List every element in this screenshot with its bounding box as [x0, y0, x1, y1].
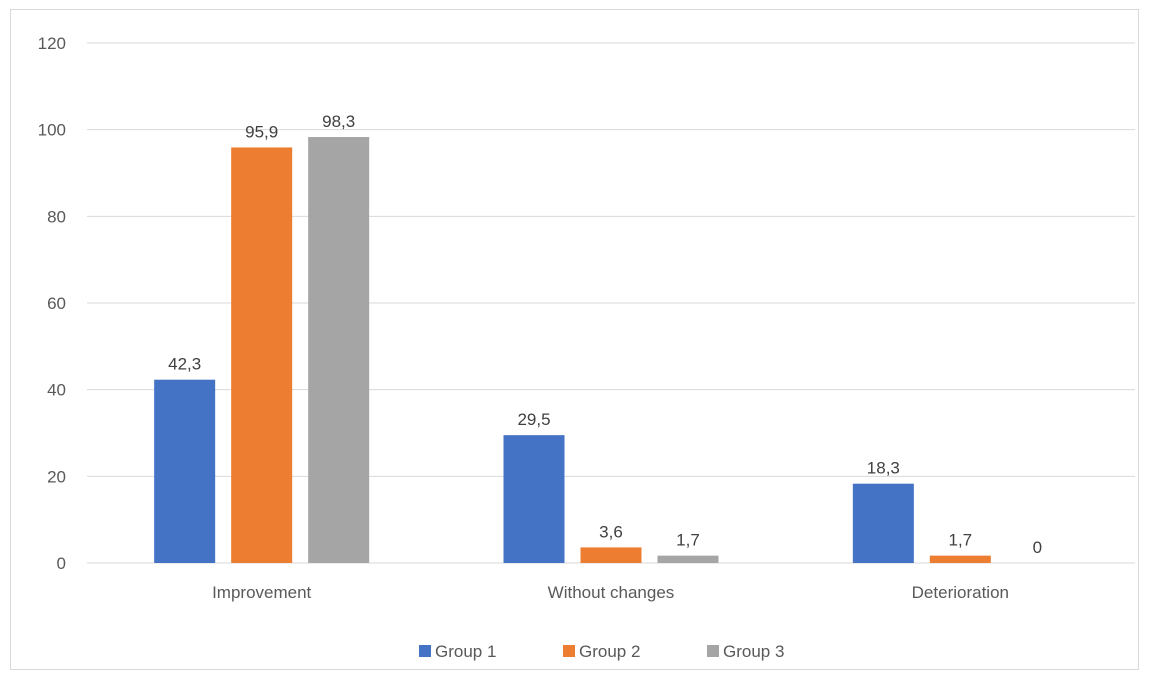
- legend-label: Group 3: [723, 642, 784, 661]
- bar-group-1-without-changes: [503, 435, 565, 563]
- bar-group-2-deterioration: [929, 555, 991, 563]
- y-tick-label: 80: [47, 207, 66, 226]
- data-labels: 42,3 95,9 98,3 29,5 3,6 1,7 18,3 1,7 0: [168, 112, 1042, 557]
- data-label: 18,3: [867, 459, 900, 478]
- bar-group-1-deterioration: [852, 483, 914, 563]
- x-tick-label: Deterioration: [912, 583, 1009, 602]
- data-label: 1,7: [949, 531, 973, 550]
- y-tick-label: 120: [38, 34, 66, 53]
- y-tick-label: 40: [47, 381, 66, 400]
- bars: [154, 137, 991, 563]
- x-axis-tick-labels: Improvement Without changes Deterioration: [212, 583, 1009, 602]
- y-tick-label: 0: [57, 554, 66, 573]
- x-tick-label: Improvement: [212, 583, 311, 602]
- bar-group-1-improvement: [154, 379, 216, 563]
- bar-group-3-improvement: [308, 137, 370, 563]
- bar-group-2-without-changes: [580, 547, 642, 563]
- x-tick-label: Without changes: [548, 583, 675, 602]
- chart-frame: 0 20 40 60 80 100 120 42,3 95,9 98,3 29,5 3,6 1,7 18…: [10, 9, 1139, 670]
- bar-group-3-without-changes: [657, 555, 719, 563]
- data-label: 0: [1033, 538, 1042, 557]
- data-label: 3,6: [599, 522, 623, 541]
- data-label: 42,3: [168, 355, 201, 374]
- legend: Group 1 Group 2 Group 3: [419, 642, 784, 661]
- legend-swatch: [563, 645, 575, 657]
- legend-swatch: [707, 645, 719, 657]
- y-axis-tick-labels: 0 20 40 60 80 100 120: [38, 34, 66, 573]
- legend-swatch: [419, 645, 431, 657]
- legend-label: Group 2: [579, 642, 640, 661]
- y-tick-label: 100: [38, 121, 66, 140]
- y-tick-label: 60: [47, 294, 66, 313]
- y-tick-label: 20: [47, 467, 66, 486]
- legend-label: Group 1: [435, 642, 496, 661]
- bar-chart: 0 20 40 60 80 100 120 42,3 95,9 98,3 29,5 3,6 1,7 18…: [38, 34, 1135, 661]
- data-label: 1,7: [676, 531, 700, 550]
- data-label: 95,9: [245, 122, 278, 141]
- data-label: 98,3: [322, 112, 355, 131]
- data-label: 29,5: [517, 410, 550, 429]
- bar-group-2-improvement: [231, 147, 293, 563]
